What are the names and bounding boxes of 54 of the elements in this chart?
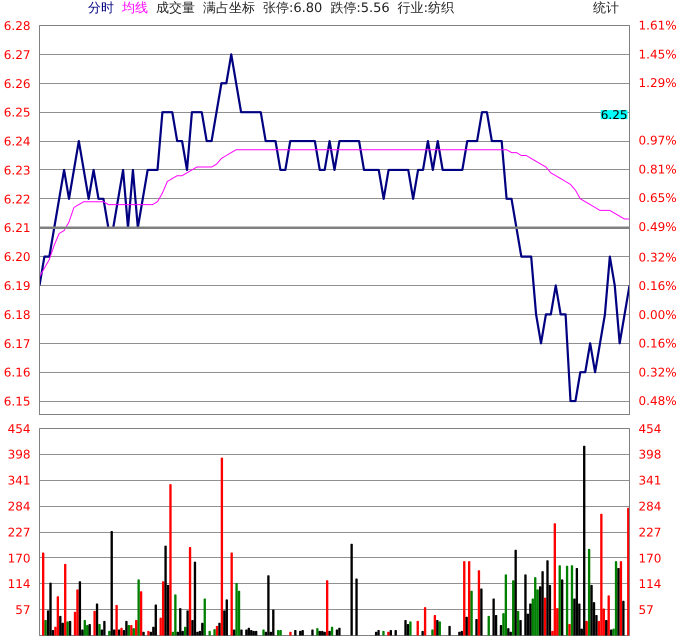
y-tick-label: 6.19 bbox=[4, 279, 30, 293]
y-tick-label: 6.20 bbox=[4, 250, 30, 264]
y-tick-label: 6.15 bbox=[4, 394, 30, 409]
y-tick-label: 6.28 bbox=[4, 19, 30, 33]
y-tick-label: 6.26 bbox=[4, 76, 30, 91]
line-series bbox=[40, 149, 630, 278]
y-tick-label: 6.23 bbox=[4, 163, 30, 178]
text: 成交量 bbox=[156, 0, 195, 18]
text: 均线 bbox=[122, 0, 148, 18]
y-tick-label: 398 bbox=[8, 448, 30, 462]
y-tick-label: 6.17 bbox=[4, 336, 30, 351]
y-tick-label: 6.18 bbox=[4, 308, 30, 322]
y-tick-label: 341 bbox=[8, 474, 30, 488]
y-tick-label: 227 bbox=[8, 526, 30, 540]
y-tick-label: 6.16 bbox=[4, 366, 30, 380]
annotation: 6.25 bbox=[600, 108, 628, 122]
y2-tick-label: 170 bbox=[638, 551, 662, 566]
y2-tick-label: 0.81% bbox=[638, 162, 677, 176]
y-tick-label: 6.21 bbox=[4, 221, 30, 236]
text: 张停:6.80 bbox=[263, 0, 322, 18]
y2-tick-label: 0.16% bbox=[638, 336, 677, 351]
y2-tick-label: 284 bbox=[638, 500, 662, 514]
y-tick-label: 6.22 bbox=[4, 192, 30, 206]
y-tick-label: 6.24 bbox=[4, 134, 30, 149]
y2-tick-label: 341 bbox=[638, 474, 662, 488]
y2-tick-label: 0.65% bbox=[638, 191, 677, 206]
y2-tick-label: 0.32% bbox=[638, 250, 677, 264]
y-tick-label: 57 bbox=[15, 603, 31, 618]
y2-tick-label: 398 bbox=[638, 448, 662, 462]
y-tick-label: 114 bbox=[8, 577, 30, 592]
y2-tick-label: 0.32% bbox=[638, 365, 677, 380]
y2-tick-label: 1.61% bbox=[638, 18, 677, 32]
text: 分时 bbox=[88, 0, 114, 18]
y2-tick-label: 1.45% bbox=[638, 47, 677, 62]
line-series bbox=[40, 53, 630, 402]
y-tick-label: 454 bbox=[8, 422, 30, 436]
y2-tick-label: 0.48% bbox=[638, 394, 677, 408]
y-tick-label: 6.25 bbox=[4, 106, 30, 120]
y2-tick-label: 0.97% bbox=[638, 134, 677, 148]
y-tick-label: 170 bbox=[8, 551, 30, 566]
y-tick-label: 284 bbox=[8, 500, 30, 514]
text: 跌停:5.56 bbox=[330, 0, 390, 18]
y2-tick-label: 0.49% bbox=[638, 220, 677, 234]
y2-tick-label: 0.16% bbox=[638, 279, 677, 294]
text: 统计 bbox=[593, 0, 619, 18]
y2-tick-label: 454 bbox=[638, 422, 662, 436]
y2-tick-label: 114 bbox=[638, 577, 662, 592]
text: 满占坐标 bbox=[203, 0, 255, 18]
y2-tick-label: 1.29% bbox=[638, 76, 677, 90]
text: 行业:纺织 bbox=[398, 0, 454, 18]
y2-tick-label: 0.00% bbox=[638, 308, 677, 322]
y-tick-label: 6.27 bbox=[4, 48, 30, 62]
y2-tick-label: 227 bbox=[638, 526, 662, 540]
y2-tick-label: 57 bbox=[638, 603, 654, 618]
